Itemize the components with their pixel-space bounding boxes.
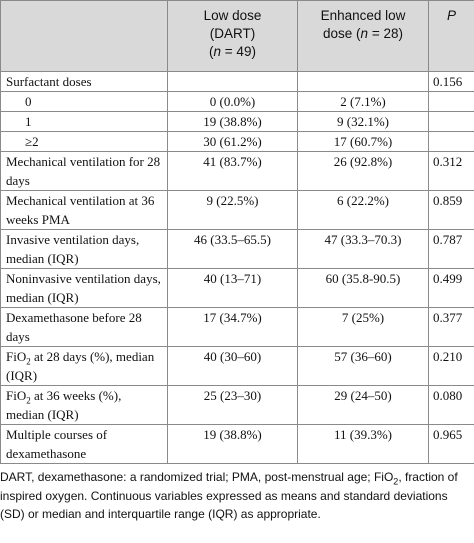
header-enhanced-n: n xyxy=(360,26,369,41)
low-dose-value: 19 (38.8%) xyxy=(167,424,298,464)
table-row: Surfactant doses 0.156 xyxy=(0,71,474,92)
p-value xyxy=(428,131,474,152)
header-low-dose-line1: Low dose xyxy=(203,8,262,23)
table-row: Dexamethasone before 28 days 17 (34.7%) … xyxy=(0,307,474,347)
enhanced-value: 9 (32.1%) xyxy=(297,111,429,132)
fio2-subscript: 2 xyxy=(26,395,31,406)
low-dose-value: 41 (83.7%) xyxy=(167,151,298,191)
footnote-part1: DART, dexamethasone: a randomized trial;… xyxy=(0,470,394,484)
low-dose-value: 40 (30–60) xyxy=(167,346,298,386)
low-dose-value: 19 (38.8%) xyxy=(167,111,298,132)
p-value: 0.312 xyxy=(428,151,474,191)
low-dose-value: 40 (13–71) xyxy=(167,268,298,308)
enhanced-value: 29 (24–50) xyxy=(297,385,429,425)
low-dose-value: 25 (23–30) xyxy=(167,385,298,425)
p-value: 0.210 xyxy=(428,346,474,386)
header-enhanced-count: = 28) xyxy=(368,26,403,41)
p-value: 0.377 xyxy=(428,307,474,347)
table-row: 0 0 (0.0%) 2 (7.1%) xyxy=(0,91,474,112)
table-row: Mechanical ventilation at 36 weeks PMA 9… xyxy=(0,190,474,230)
header-enhanced-line2-pre: dose ( xyxy=(323,26,361,41)
enhanced-value: 7 (25%) xyxy=(297,307,429,347)
row-label: Multiple courses of dexamethasone xyxy=(0,424,168,464)
row-label: Noninvasive ventilation days, median (IQ… xyxy=(0,268,168,308)
row-label: FiO2 at 28 days (%), median (IQR) xyxy=(0,346,168,386)
enhanced-value: 6 (22.2%) xyxy=(297,190,429,230)
low-dose-value: 17 (34.7%) xyxy=(167,307,298,347)
low-dose-value: 30 (61.2%) xyxy=(167,131,298,152)
p-value: 0.965 xyxy=(428,424,474,464)
row-label: Mechanical ventilation at 36 weeks PMA xyxy=(0,190,168,230)
table-row: Multiple courses of dexamethasone 19 (38… xyxy=(0,424,474,464)
row-label: FiO2 at 36 weeks (%), median (IQR) xyxy=(0,385,168,425)
p-value: 0.787 xyxy=(428,229,474,269)
row-label: Surfactant doses xyxy=(0,71,168,92)
row-label-rest: at 28 days (%), median (IQR) xyxy=(6,349,155,383)
enhanced-value xyxy=(297,71,429,92)
table-footnote: DART, dexamethasone: a randomized trial;… xyxy=(0,468,468,524)
header-empty-cell xyxy=(0,0,168,72)
table-row: FiO2 at 28 days (%), median (IQR) 40 (30… xyxy=(0,346,474,386)
header-enhanced-dose: Enhanced low dose (n = 28) xyxy=(297,0,429,72)
header-low-dose-line2: (DART) xyxy=(209,26,256,41)
header-low-dose-count: = 49) xyxy=(221,44,256,59)
header-enhanced-line1: Enhanced low xyxy=(320,8,406,23)
header-low-dose-n: n xyxy=(213,44,222,59)
header-low-dose: Low dose (DART) (n = 49) xyxy=(167,0,298,72)
p-value: 0.156 xyxy=(428,71,474,92)
row-label: 0 xyxy=(0,91,168,112)
row-label: Mechanical ventilation for 28 days xyxy=(0,151,168,191)
table-row: Noninvasive ventilation days, median (IQ… xyxy=(0,268,474,308)
footnote-subscript: 2 xyxy=(393,476,399,487)
enhanced-value: 26 (92.8%) xyxy=(297,151,429,191)
header-low-dose-paren-open: ( xyxy=(209,44,214,59)
footnote-part2: , fraction of inspired oxygen. Continuou… xyxy=(0,470,458,521)
p-value: 0.499 xyxy=(428,268,474,308)
table-row: Mechanical ventilation for 28 days 41 (8… xyxy=(0,151,474,191)
low-dose-value: 9 (22.5%) xyxy=(167,190,298,230)
enhanced-value: 2 (7.1%) xyxy=(297,91,429,112)
row-label-rest: at 36 weeks (%), median (IQR) xyxy=(6,388,122,422)
p-value xyxy=(428,91,474,112)
enhanced-value: 57 (36–60) xyxy=(297,346,429,386)
p-value: 0.080 xyxy=(428,385,474,425)
enhanced-value: 17 (60.7%) xyxy=(297,131,429,152)
p-value: 0.859 xyxy=(428,190,474,230)
row-label: ≥2 xyxy=(0,131,168,152)
low-dose-value: 0 (0.0%) xyxy=(167,91,298,112)
fio2-subscript: 2 xyxy=(26,356,31,367)
row-label: 1 xyxy=(0,111,168,132)
row-label: Dexamethasone before 28 days xyxy=(0,307,168,347)
fio2-prefix: FiO xyxy=(6,388,27,403)
enhanced-value: 60 (35.8-90.5) xyxy=(297,268,429,308)
results-table: Low dose (DART) (n = 49) Enhanced low do… xyxy=(0,0,474,464)
row-label: Invasive ventilation days, median (IQR) xyxy=(0,229,168,269)
enhanced-value: 47 (33.3–70.3) xyxy=(297,229,429,269)
header-row: Low dose (DART) (n = 49) Enhanced low do… xyxy=(0,0,474,72)
low-dose-value xyxy=(167,71,298,92)
low-dose-value: 46 (33.5–65.5) xyxy=(167,229,298,269)
header-p-value: P xyxy=(428,0,474,72)
enhanced-value: 11 (39.3%) xyxy=(297,424,429,464)
table-row: Invasive ventilation days, median (IQR) … xyxy=(0,229,474,269)
table-row: ≥2 30 (61.2%) 17 (60.7%) xyxy=(0,131,474,152)
table-row: 1 19 (38.8%) 9 (32.1%) xyxy=(0,111,474,132)
table-row: FiO2 at 36 weeks (%), median (IQR) 25 (2… xyxy=(0,385,474,425)
fio2-prefix: FiO xyxy=(6,349,27,364)
p-value xyxy=(428,111,474,132)
